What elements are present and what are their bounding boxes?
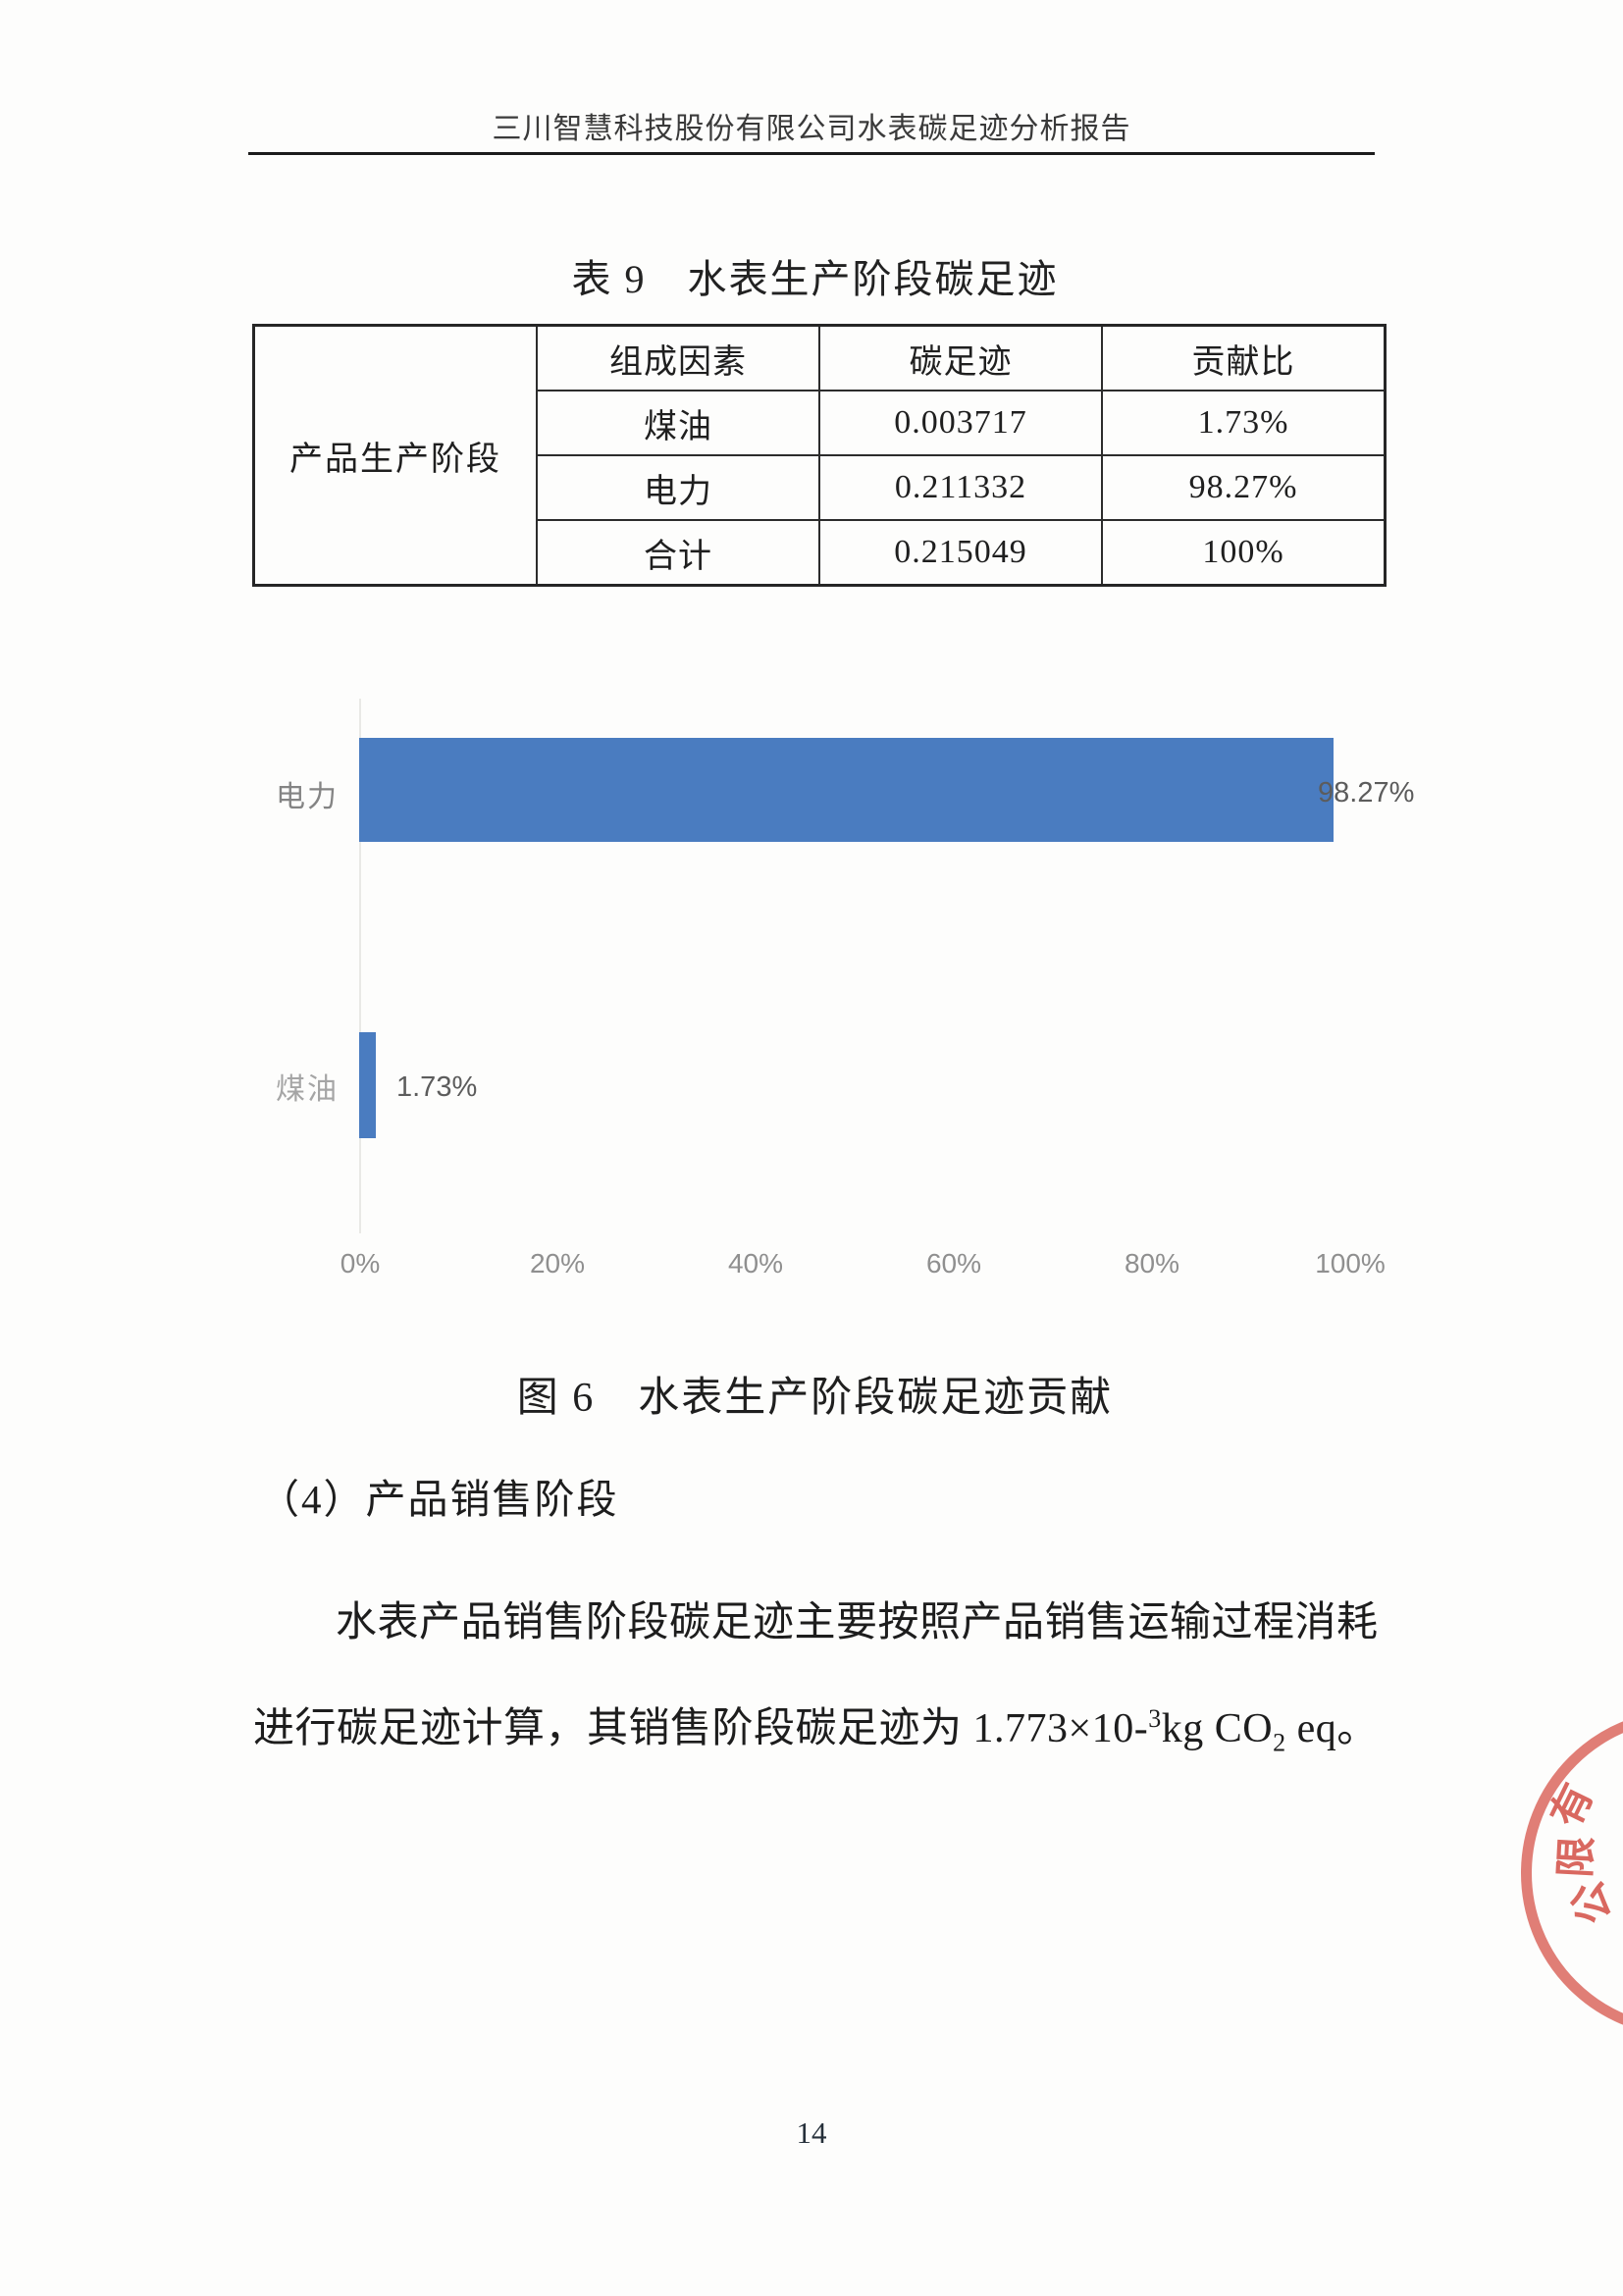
bar-kerosene — [359, 1032, 376, 1138]
formula-suffix: eq。 — [1285, 1706, 1379, 1751]
formula-exponent: 3 — [1148, 1704, 1162, 1733]
cell-share: 98.27% — [1101, 454, 1387, 521]
formula-coefficient: 1.773×10- — [972, 1706, 1149, 1751]
table-header-row: 产品生产阶段 组成因素 碳足迹 贡献比 — [252, 324, 1387, 587]
cell-footprint: 0.215049 — [818, 519, 1103, 587]
figure-caption: 图 6 水表生产阶段碳足迹贡献 — [516, 1376, 1114, 1421]
cell-share: 100% — [1101, 519, 1387, 587]
cell-footprint: 0.211332 — [818, 454, 1103, 521]
formula-subscript: 2 — [1273, 1728, 1286, 1757]
cell-footprint: 0.003717 — [818, 390, 1103, 456]
seal-character: 限 — [1551, 1835, 1600, 1879]
x-axis-tick: 100% — [1315, 1248, 1386, 1278]
x-axis-tick: 0% — [340, 1248, 381, 1278]
paragraph-line-2: 进行碳足迹计算，其销售阶段碳足迹为 1.773×10-3kg CO2 eq。 — [253, 1671, 1382, 1790]
cell-factor: 合计 — [536, 519, 820, 587]
header-rule — [248, 152, 1375, 155]
data-label-kerosene: 1.73% — [396, 1071, 478, 1103]
report-header-title: 三川智慧科技股份有限公司水表碳足迹分析报告 — [492, 113, 1131, 145]
column-header-share: 贡献比 — [1101, 324, 1387, 391]
stage-merged-cell: 产品生产阶段 — [252, 324, 538, 587]
chart-y-axis-line — [359, 699, 361, 1233]
paragraph-line-2-text: 进行碳足迹计算，其销售阶段碳足迹为 — [253, 1706, 973, 1751]
table-row: 电力 0.211332 98.27% — [254, 454, 1387, 521]
page-number: 14 — [796, 2115, 827, 2150]
formula-unit: kg CO — [1161, 1706, 1274, 1751]
x-axis-tick: 80% — [1124, 1248, 1180, 1278]
x-axis-tick: 20% — [529, 1248, 586, 1278]
table-row: 合计 0.215049 100% — [254, 519, 1387, 587]
carbon-footprint-table: 产品生产阶段 组成因素 碳足迹 贡献比 煤油 0.003717 1.73% 电力… — [252, 324, 1387, 587]
bar-electricity — [359, 738, 1334, 842]
paragraph-line-1: 水表产品销售阶段碳足迹主要按照产品销售运输过程消耗 — [336, 1600, 1379, 1645]
category-label-kerosene: 煤油 — [276, 1073, 339, 1106]
body-paragraph: 水表产品销售阶段碳足迹主要按照产品销售运输过程消耗 进行碳足迹计算，其销售阶段碳… — [253, 1576, 1382, 1790]
table-row: 煤油 0.003717 1.73% — [254, 390, 1387, 456]
table-caption: 表 9 水表生产阶段碳足迹 — [571, 257, 1059, 301]
x-axis-tick: 40% — [727, 1248, 784, 1278]
x-axis-tick: 60% — [925, 1248, 982, 1278]
data-label-electricity: 98.27% — [1318, 777, 1415, 809]
cell-factor: 煤油 — [536, 390, 820, 456]
column-header-factor: 组成因素 — [536, 324, 820, 391]
cell-share: 1.73% — [1101, 390, 1387, 456]
category-label-electricity: 电力 — [276, 781, 339, 813]
column-header-footprint: 碳足迹 — [818, 324, 1103, 391]
section-heading: （4）产品销售阶段 — [259, 1477, 619, 1522]
cell-factor: 电力 — [536, 454, 820, 521]
